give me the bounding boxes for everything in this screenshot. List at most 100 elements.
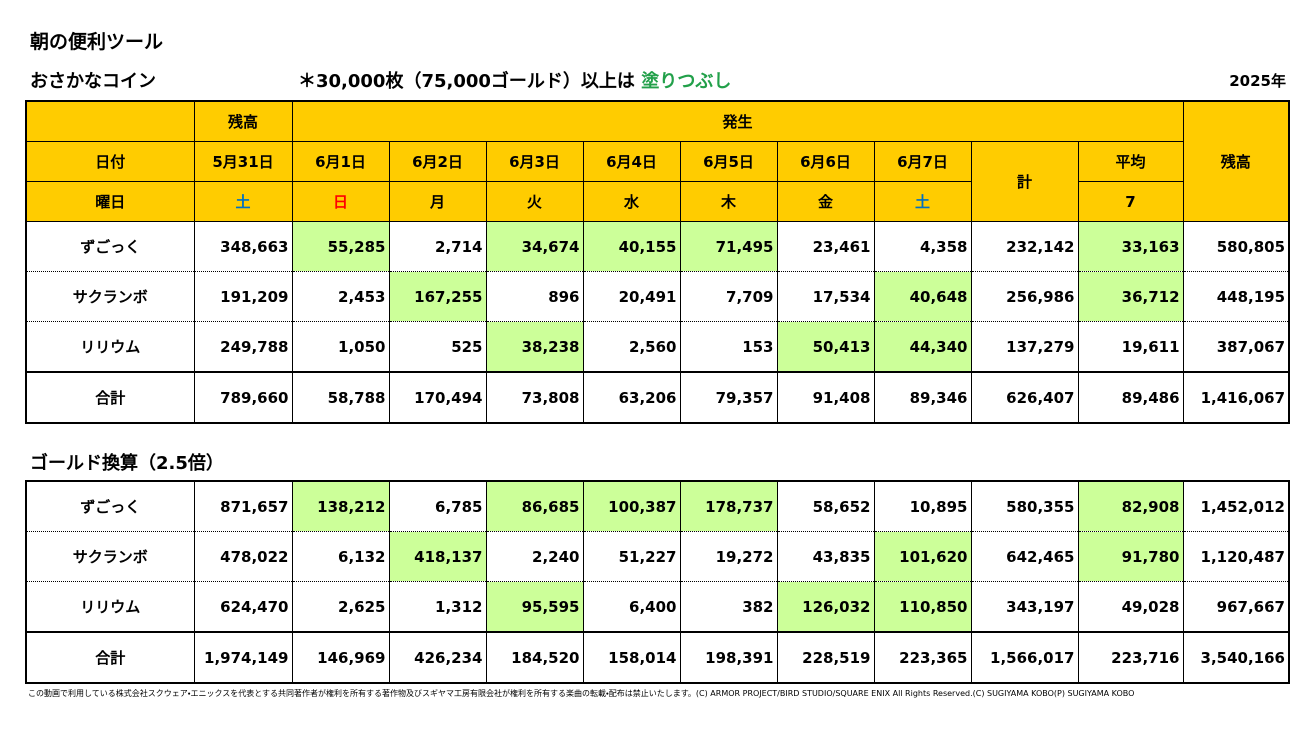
value-cell: 6,132 <box>291 531 390 582</box>
value-cell: 158,014 <box>582 631 681 684</box>
value-cell: 1,974,149 <box>193 631 293 684</box>
weekday-cell: 金 <box>776 181 875 222</box>
header-cell: 平均 <box>1077 141 1184 182</box>
value-cell: 223,716 <box>1077 631 1184 684</box>
data-row: 合計 789,660 58,788 170,494 73,808 63,206 79,357… <box>25 371 1290 424</box>
value-cell: 871,657 <box>193 480 293 532</box>
data-row: リリウム 624,470 2,625 1,312 95,595 6,400 382 126,0… <box>25 581 1290 633</box>
date-cell: 6月6日 <box>776 141 875 182</box>
date-cell: 6月1日 <box>291 141 390 182</box>
value-cell: 20,491 <box>582 271 681 322</box>
value-cell: 82,908 <box>1077 480 1184 532</box>
header-row: 日付 5月31日 6月1日 6月2日 6月3日 6月4日 6月5日 6月6日 6月7日計平均 <box>25 141 1289 222</box>
data-row: リリウム 249,788 1,050 525 38,238 2,560 153 50,413 4… <box>25 321 1290 373</box>
value-cell: 100,387 <box>582 480 681 532</box>
value-cell: 40,648 <box>873 271 972 322</box>
value-cell: 1,312 <box>388 581 487 633</box>
data-row: 合計 1,974,149 146,969 426,234 184,520 158,014 1… <box>25 631 1290 684</box>
value-cell: 89,346 <box>873 371 972 424</box>
value-cell: 138,212 <box>291 480 390 532</box>
header-cell: 計 <box>970 141 1079 222</box>
value-cell: 170,494 <box>388 371 487 424</box>
value-cell: 249,788 <box>193 321 293 373</box>
value-cell: 478,022 <box>193 531 293 582</box>
value-cell: 23,461 <box>776 221 875 272</box>
weekday-cell: 土 <box>193 181 293 222</box>
weekday-cell: 日 <box>291 181 390 222</box>
value-cell: 7,709 <box>679 271 778 322</box>
value-cell: 198,391 <box>679 631 778 684</box>
row-label: サクランボ <box>25 531 195 582</box>
row-label: 合計 <box>25 631 195 684</box>
note: ＊30,000枚（75,000ゴールド）以上は 塗りつぶし <box>298 67 731 93</box>
row-label: リリウム <box>25 581 195 633</box>
value-cell: 343,197 <box>970 581 1079 633</box>
value-cell: 426,234 <box>388 631 487 684</box>
header-row: 残高 発生 残高 <box>25 100 1290 222</box>
value-cell: 43,835 <box>776 531 875 582</box>
value-cell: 58,652 <box>776 480 875 532</box>
date-cell: 6月7日 <box>873 141 972 182</box>
value-cell: 789,660 <box>193 371 293 424</box>
value-cell: 228,519 <box>776 631 875 684</box>
value-cell: 167,255 <box>388 271 487 322</box>
weekday-cell: 月 <box>388 181 487 222</box>
value-cell: 6,785 <box>388 480 487 532</box>
data-row: サクランボ 478,022 6,132 418,137 2,240 51,227 19,27… <box>25 531 1290 582</box>
value-cell: 223,365 <box>873 631 972 684</box>
weekday-cell: 水 <box>582 181 681 222</box>
value-cell: 58,788 <box>291 371 390 424</box>
value-cell: 2,560 <box>582 321 681 373</box>
value-cell: 2,714 <box>388 221 487 272</box>
value-cell: 2,625 <box>291 581 390 633</box>
value-cell: 38,238 <box>485 321 584 373</box>
header-cell: 残高 <box>1182 100 1290 222</box>
value-cell: 348,663 <box>193 221 293 272</box>
value-cell: 624,470 <box>193 581 293 633</box>
value-cell: 89,486 <box>1077 371 1184 424</box>
value-cell: 3,540,166 <box>1182 631 1290 684</box>
value-cell: 1,120,487 <box>1182 531 1290 582</box>
value-cell: 44,340 <box>873 321 972 373</box>
value-cell: 50,413 <box>776 321 875 373</box>
value-cell: 17,534 <box>776 271 875 322</box>
weekday-cell: 火 <box>485 181 584 222</box>
value-cell: 1,452,012 <box>1182 480 1290 532</box>
value-cell: 448,195 <box>1182 271 1290 322</box>
header-cell: 発生 <box>291 100 1184 142</box>
value-cell: 642,465 <box>970 531 1079 582</box>
year: 2025年 <box>1229 72 1286 90</box>
value-cell: 967,667 <box>1182 581 1290 633</box>
value-cell: 525 <box>388 321 487 373</box>
date-cell: 6月5日 <box>679 141 778 182</box>
header-cell: 日付 <box>25 141 195 182</box>
value-cell: 2,453 <box>291 271 390 322</box>
value-cell: 19,611 <box>1077 321 1184 373</box>
value-cell: 79,357 <box>679 371 778 424</box>
value-cell: 184,520 <box>485 631 584 684</box>
row-label: 合計 <box>25 371 195 424</box>
value-cell: 232,142 <box>970 221 1079 272</box>
date-cell: 6月3日 <box>485 141 584 182</box>
date-cell: 6月2日 <box>388 141 487 182</box>
value-cell: 1,050 <box>291 321 390 373</box>
date-cell: 6月4日 <box>582 141 681 182</box>
value-cell: 95,595 <box>485 581 584 633</box>
weekday-cell: 木 <box>679 181 778 222</box>
data-row: サクランボ 191,209 2,453 167,255 896 20,491 7,709 17… <box>25 271 1290 322</box>
value-cell: 178,737 <box>679 480 778 532</box>
value-cell: 418,137 <box>388 531 487 582</box>
value-cell: 2,240 <box>485 531 584 582</box>
value-cell: 137,279 <box>970 321 1079 373</box>
row-label: ずごっく <box>25 480 195 532</box>
header-row: 曜日土日月火水木金土 7 <box>25 181 1289 222</box>
value-cell: 580,805 <box>1182 221 1290 272</box>
coin-table: 残高 発生 残高 日付 5月31日 6月1日 6月2日 6月3日 6月4日 6月5日 6月6日 6月7… <box>25 100 1291 424</box>
value-cell: 19,272 <box>679 531 778 582</box>
data-row: ずごっく 348,663 55,285 2,714 34,674 40,155 71,495… <box>25 221 1290 272</box>
row-label: サクランボ <box>25 271 195 322</box>
subtitle: おさかなコイン <box>30 71 156 92</box>
header-blank <box>25 100 195 142</box>
data-row: ずごっく 871,657 138,212 6,785 86,685 100,387 178,… <box>25 480 1290 532</box>
